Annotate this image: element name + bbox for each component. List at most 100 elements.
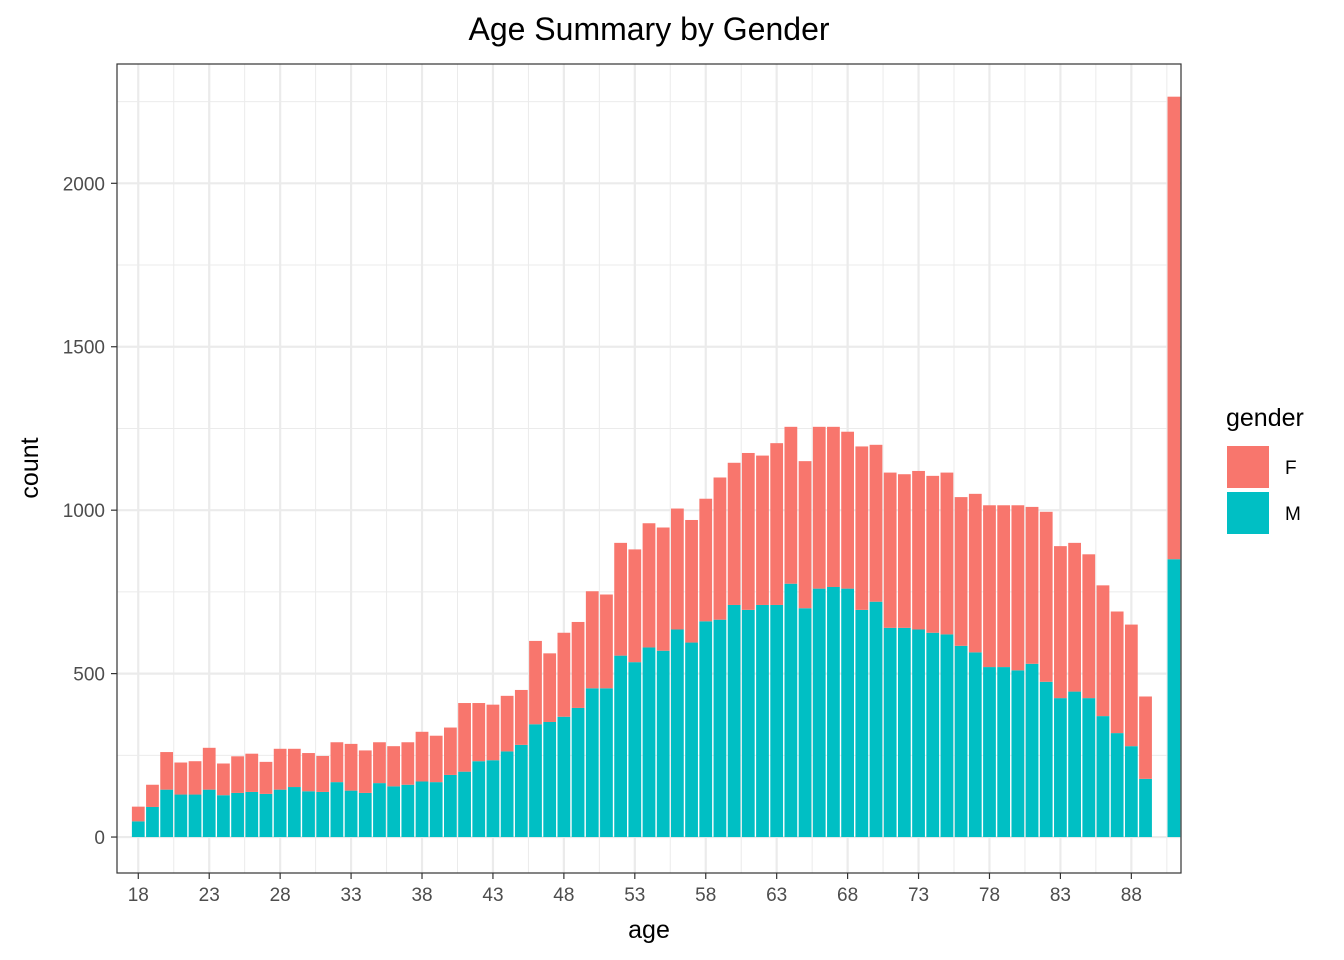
- bar-f-29: [287, 748, 301, 788]
- bar-m-46: [529, 724, 542, 838]
- bar-f-76: [954, 497, 968, 646]
- bar-m-20: [160, 789, 174, 838]
- bar-f-38: [415, 731, 429, 782]
- bar-f-30: [302, 753, 315, 792]
- chart-title: Age Summary by Gender: [468, 11, 829, 47]
- bar-f-71: [883, 472, 897, 628]
- bar-m-79: [997, 667, 1011, 838]
- bar-m-62: [756, 604, 769, 838]
- bar-f-88: [1124, 624, 1138, 747]
- bar-f-58: [699, 498, 713, 622]
- bar-m-67: [827, 586, 840, 838]
- bar-f-40: [444, 727, 457, 775]
- bar-f-49: [571, 621, 585, 708]
- bar-f-31: [316, 755, 330, 792]
- bar-m-72: [897, 627, 911, 838]
- y-tick-label: 2000: [63, 174, 105, 195]
- bar-m-76: [954, 645, 968, 838]
- bar-f-41: [458, 703, 471, 772]
- bar-f-55: [656, 527, 670, 651]
- bar-m-38: [415, 781, 429, 838]
- bar-f-63: [770, 443, 784, 605]
- bar-m-80: [1011, 670, 1025, 838]
- x-tick-label: 58: [695, 885, 716, 906]
- bar-m-71: [883, 627, 897, 838]
- x-tick-label: 48: [553, 885, 574, 906]
- bar-m-37: [401, 784, 415, 838]
- bar-f-89: [1139, 696, 1152, 779]
- bar-f-54: [642, 523, 656, 648]
- bar-m-36: [387, 786, 401, 838]
- bar-f-53: [628, 549, 642, 663]
- bar-f-79: [997, 505, 1011, 668]
- bar-m-29: [287, 787, 301, 838]
- bar-f-26: [245, 753, 259, 792]
- bar-f-45: [514, 689, 528, 745]
- bar-m-55: [656, 650, 670, 838]
- bar-f-50: [585, 591, 599, 689]
- bar-m-83: [1054, 698, 1067, 838]
- x-tick-label: 33: [341, 885, 362, 906]
- x-tick-label: 78: [979, 885, 1000, 906]
- bar-f-36: [387, 746, 401, 787]
- bar-m-18: [131, 821, 145, 838]
- bar-m-65: [798, 608, 812, 838]
- x-tick-label: 43: [482, 885, 503, 906]
- y-tick-label: 500: [73, 665, 105, 686]
- bar-m-41: [458, 771, 471, 838]
- bar-f-21: [174, 762, 188, 795]
- bar-f-57: [685, 519, 698, 643]
- bar-m-73: [912, 629, 925, 838]
- x-tick-label: 18: [128, 885, 149, 906]
- bar-f-52: [614, 542, 628, 656]
- x-tick-label: 53: [624, 885, 645, 906]
- bar-f-62: [756, 455, 769, 605]
- bar-m-61: [741, 609, 755, 838]
- bar-f-18: [131, 806, 145, 822]
- bar-f-20: [160, 752, 174, 790]
- bar-m-88: [1124, 746, 1138, 838]
- bar-m-50: [585, 688, 599, 838]
- bar-m-27: [259, 793, 273, 838]
- legend-key-f: [1227, 446, 1269, 488]
- legend-title: gender: [1226, 404, 1304, 432]
- bar-m-25: [231, 792, 244, 838]
- bar-f-33: [344, 743, 358, 791]
- bar-f-75: [940, 472, 954, 635]
- bar-f-23: [202, 747, 216, 790]
- bar-m-89: [1139, 778, 1152, 838]
- bar-f-27: [259, 761, 273, 794]
- bar-f-72: [897, 474, 911, 628]
- x-tick-label: 23: [199, 885, 220, 906]
- bar-m-78: [983, 667, 996, 838]
- bar-f-19: [146, 784, 159, 807]
- bar-m-56: [670, 629, 684, 838]
- bar-f-46: [529, 640, 542, 725]
- bar-f-74: [926, 475, 940, 633]
- bar-m-35: [373, 783, 386, 838]
- bar-f-34: [358, 750, 372, 793]
- bar-f-81: [1025, 506, 1039, 664]
- bar-f-67: [827, 426, 840, 587]
- bar-m-59: [713, 619, 727, 838]
- bar-m-85: [1082, 698, 1096, 838]
- y-tick-label: 0: [94, 828, 105, 849]
- bar-m-52: [614, 655, 628, 838]
- bar-m-75: [940, 634, 954, 838]
- y-axis-title: count: [16, 437, 44, 498]
- bar-f-47: [543, 653, 557, 722]
- bar-m-49: [571, 707, 585, 838]
- x-tick-label: 38: [411, 885, 432, 906]
- bar-m-24: [217, 795, 230, 838]
- bar-f-60: [727, 462, 741, 605]
- x-tick-label: 63: [766, 885, 787, 906]
- bar-m-69: [855, 609, 869, 838]
- bar-f-44: [500, 695, 514, 752]
- bar-m-31: [316, 791, 330, 838]
- bar-m-87: [1110, 733, 1124, 838]
- bar-f-83: [1054, 546, 1067, 699]
- bar-m-64: [784, 583, 798, 838]
- bar-m-51: [600, 688, 613, 838]
- bar-f-84: [1068, 542, 1081, 692]
- bar-m-63: [770, 604, 784, 838]
